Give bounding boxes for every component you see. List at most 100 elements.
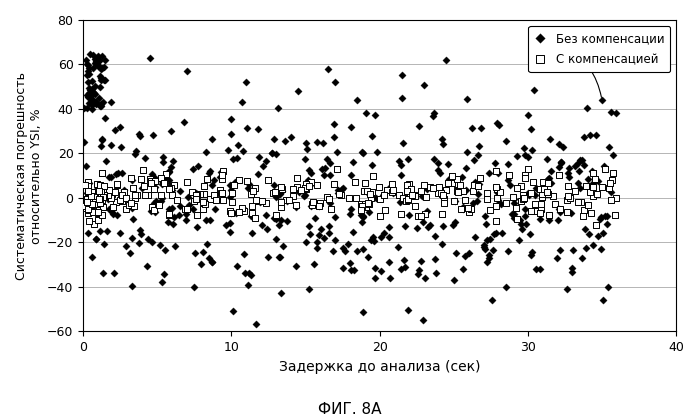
Без компенсации	[575, 185, 586, 191]
Без компенсации	[347, 159, 359, 166]
Без компенсации	[127, 205, 138, 212]
Без компенсации	[361, 110, 372, 117]
С компенсацией	[92, 181, 103, 188]
С компенсацией	[187, 189, 198, 195]
С компенсацией	[379, 191, 390, 198]
Без компенсации	[243, 282, 254, 289]
Без компенсации	[478, 244, 489, 250]
С компенсацией	[156, 192, 167, 199]
Без компенсации	[168, 214, 180, 221]
Без компенсации	[481, 237, 492, 244]
Без компенсации	[180, 211, 192, 217]
Без компенсации	[243, 184, 254, 191]
Без компенсации	[484, 170, 495, 176]
Без компенсации	[107, 211, 118, 217]
С компенсацией	[205, 196, 216, 203]
Без компенсации	[519, 206, 531, 213]
Без компенсации	[366, 190, 377, 197]
Без компенсации	[82, 189, 93, 195]
С компенсацией	[416, 188, 427, 195]
Без компенсации	[493, 170, 504, 177]
Без компенсации	[164, 168, 175, 175]
Без компенсации	[412, 270, 424, 277]
Без компенсации	[522, 112, 533, 118]
Без компенсации	[383, 258, 394, 265]
С компенсацией	[491, 217, 502, 224]
С компенсацией	[473, 183, 484, 189]
Без компенсации	[84, 90, 95, 97]
Без компенсации	[106, 99, 117, 105]
Без компенсации	[488, 247, 499, 253]
Без компенсации	[133, 130, 144, 137]
С компенсацией	[359, 201, 370, 207]
Без компенсации	[396, 265, 407, 272]
Без компенсации	[225, 186, 236, 193]
Без компенсации	[96, 136, 108, 143]
С компенсацией	[491, 183, 502, 190]
Без компенсации	[202, 241, 213, 247]
С компенсацией	[89, 221, 100, 227]
С компенсацией	[554, 206, 565, 213]
С компенсацией	[361, 187, 372, 194]
Без компенсации	[191, 190, 202, 196]
С компенсацией	[438, 196, 449, 202]
Без компенсации	[415, 257, 426, 264]
Без компенсации	[155, 198, 166, 204]
Без компенсации	[225, 210, 236, 217]
Без компенсации	[479, 241, 490, 248]
С компенсацией	[435, 190, 447, 196]
Без компенсации	[142, 236, 153, 242]
Без компенсации	[482, 259, 493, 265]
Без компенсации	[273, 254, 284, 260]
Без компенсации	[113, 170, 124, 177]
С компенсацией	[138, 182, 150, 189]
Без компенсации	[530, 266, 541, 273]
Без компенсации	[324, 172, 336, 179]
Без компенсации	[221, 222, 232, 229]
Без компенсации	[89, 99, 100, 105]
С компенсацией	[82, 195, 93, 202]
Без компенсации	[273, 222, 284, 228]
Без компенсации	[568, 247, 579, 254]
Без компенсации	[87, 97, 98, 103]
С компенсацией	[275, 184, 287, 190]
Без компенсации	[84, 94, 95, 100]
Без компенсации	[582, 104, 593, 111]
Без компенсации	[201, 216, 212, 223]
Без компенсации	[271, 150, 282, 157]
Без компенсации	[587, 241, 598, 248]
С компенсацией	[591, 191, 603, 197]
С компенсацией	[148, 186, 159, 192]
С компенсацией	[355, 201, 366, 208]
С компенсацией	[326, 206, 337, 213]
С компенсацией	[108, 204, 119, 210]
Без компенсации	[554, 209, 565, 216]
Без компенсации	[290, 204, 301, 211]
С компенсацией	[437, 210, 448, 217]
С компенсацией	[158, 180, 169, 186]
Без компенсации	[304, 231, 315, 238]
С компенсацией	[171, 197, 182, 204]
С компенсацией	[83, 199, 94, 206]
Без компенсации	[281, 217, 292, 224]
Без компенсации	[148, 199, 159, 206]
С компенсацией	[440, 187, 452, 194]
Без компенсации	[189, 283, 200, 290]
Без компенсации	[90, 82, 101, 89]
Без компенсации	[99, 193, 110, 199]
С компенсацией	[527, 179, 538, 186]
С компенсацией	[94, 181, 106, 188]
С компенсацией	[454, 181, 466, 188]
Без компенсации	[301, 139, 312, 146]
Text: 801: 801	[538, 34, 601, 97]
Без компенсации	[251, 321, 262, 327]
С компенсацией	[452, 176, 463, 182]
С компенсацией	[97, 193, 108, 200]
С компенсацией	[199, 200, 210, 207]
Без компенсации	[393, 244, 404, 250]
Без компенсации	[607, 151, 619, 158]
Без компенсации	[174, 187, 185, 194]
С компенсацией	[519, 174, 531, 181]
Без компенсации	[81, 56, 92, 63]
Без компенсации	[597, 297, 608, 303]
